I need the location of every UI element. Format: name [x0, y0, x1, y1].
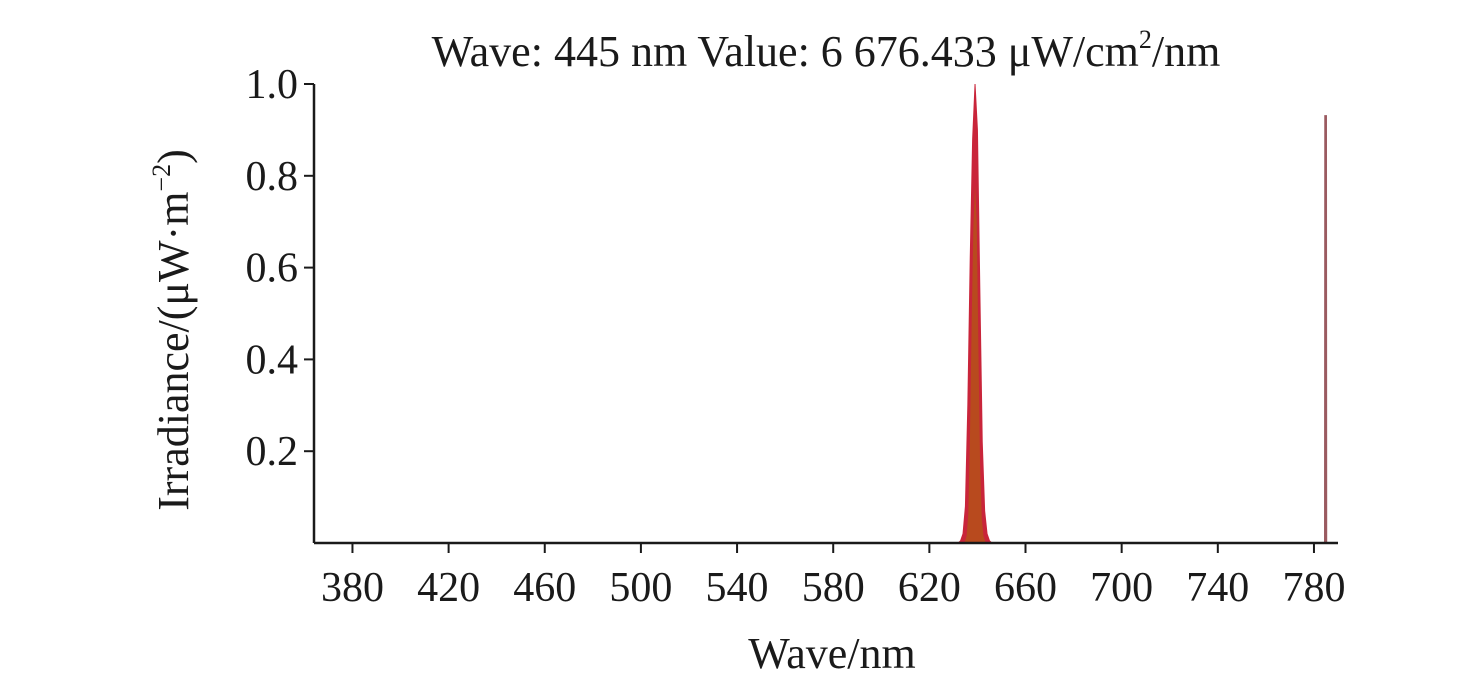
x-axis-title: Wave/nm — [748, 629, 916, 678]
x-tick-label: 660 — [994, 565, 1057, 611]
title-value-label: Value: — [697, 27, 809, 76]
axes — [312, 84, 1338, 545]
title-wave-unit: nm — [631, 27, 687, 76]
ticks: 380 420 460 500 540 580 620 660 700 740 780 0.2 0.4 0… — [246, 62, 1346, 611]
chart-title: Wave: 445 nm Value: 6 676.433 μW/cm2/nm — [432, 25, 1221, 76]
series-layer — [956, 83, 1328, 544]
x-tick-label: 540 — [706, 565, 769, 611]
x-tick-label: 740 — [1186, 565, 1249, 611]
title-wave-value: 445 — [554, 27, 620, 76]
x-tick-label: 500 — [609, 565, 672, 611]
x-tick-label: 380 — [321, 565, 384, 611]
y-tick-label: 1.0 — [246, 62, 299, 108]
title-value-value: 6 676.433 — [821, 27, 997, 76]
title-value-unit-tail: /nm — [1152, 27, 1220, 76]
title-value-unit-sup: 2 — [1139, 25, 1152, 54]
y-tick-label: 0.8 — [246, 154, 299, 200]
title-value-unit: μW/cm — [1008, 27, 1139, 76]
y-axis-title-base: Irradiance/(μW·m — [149, 192, 198, 511]
y-tick-label: 0.4 — [246, 337, 299, 383]
title-wave-label: Wave: — [432, 27, 543, 76]
x-tick-label: 460 — [513, 565, 576, 611]
y-axis-title: Irradiance/(μW·m−2) — [147, 149, 198, 511]
x-tick-label: 580 — [802, 565, 865, 611]
x-tick-label: 420 — [417, 565, 480, 611]
y-axis-title-sup: −2 — [147, 164, 176, 192]
edge-spike-area — [1324, 115, 1328, 544]
x-tick-label: 780 — [1282, 565, 1345, 611]
x-tick-label: 700 — [1090, 565, 1153, 611]
x-tick-label: 620 — [898, 565, 961, 611]
emission-peak-core — [961, 184, 989, 544]
y-tick-label: 0.2 — [246, 429, 299, 475]
y-tick-label: 0.6 — [246, 246, 299, 292]
y-axis-title-tail: ) — [149, 149, 198, 164]
